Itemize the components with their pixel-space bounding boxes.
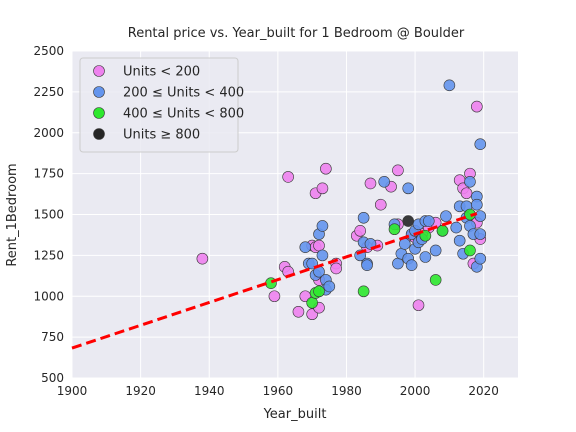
- data-point-series-1: [453, 234, 466, 247]
- data-point-series-1: [450, 221, 463, 234]
- data-point-series-0: [268, 290, 281, 303]
- data-point-series-0: [313, 239, 325, 252]
- data-point-series-1: [378, 176, 391, 188]
- tick-labels: 1900 1920 1940 1960 1980 2000 2020 500 750 1000 12…: [33, 44, 499, 398]
- data-point-series-0: [316, 182, 329, 195]
- legend-label: 400 ≤ Units < 800: [123, 107, 244, 122]
- data-point-series-2: [388, 223, 401, 236]
- legend-marker: [93, 65, 105, 77]
- data-point-series-0: [354, 225, 366, 237]
- x-axis-label: Year_built: [263, 407, 327, 422]
- data-point-series-0: [374, 198, 387, 211]
- x-tick-label: 1920: [125, 384, 156, 398]
- data-point-series-1: [464, 176, 476, 188]
- data-point-series-0: [460, 187, 473, 200]
- legend-box: [79, 57, 239, 153]
- data-point-series-1: [323, 280, 336, 293]
- data-point-series-1: [443, 79, 456, 92]
- data-point-series-0: [364, 177, 377, 190]
- x-tick-label: 1940: [194, 384, 225, 398]
- data-point-series-1: [392, 257, 404, 270]
- data-point-series-1: [474, 228, 487, 240]
- y-tick-label: 1250: [33, 248, 64, 262]
- data-point-series-1: [299, 241, 312, 253]
- legend-marker: [93, 86, 105, 98]
- legend-label: Units < 200: [123, 65, 200, 80]
- data-point-series-2: [464, 244, 476, 257]
- data-point-series-1: [440, 210, 452, 222]
- data-point-series-0: [330, 262, 342, 275]
- data-point-series-1: [357, 211, 370, 224]
- data-point-series-1: [419, 251, 432, 263]
- data-point-series-1: [316, 220, 329, 232]
- data-points: [196, 79, 487, 321]
- data-point-series-1: [474, 252, 487, 265]
- data-point-series-1: [429, 244, 442, 257]
- data-point-series-0: [471, 100, 483, 113]
- legend: Units < 200 200 ≤ Units < 400 400 ≤ Units …: [79, 57, 244, 153]
- data-point-series-1: [471, 198, 483, 211]
- y-tick-label: 1000: [33, 289, 64, 303]
- data-point-series-1: [402, 182, 415, 195]
- y-tick-label: 2250: [33, 85, 64, 99]
- legend-label: Units ≥ 800: [123, 128, 200, 143]
- y-tick-label: 500: [41, 371, 64, 385]
- data-point-series-2: [429, 274, 442, 286]
- y-tick-label: 2000: [33, 126, 64, 140]
- data-point-series-0: [196, 252, 209, 265]
- data-point-series-0: [392, 164, 404, 177]
- x-tick-label: 2020: [468, 384, 499, 398]
- data-point-series-0: [320, 162, 332, 175]
- legend-marker: [93, 128, 105, 140]
- data-point-series-2: [436, 225, 449, 237]
- data-point-series-3: [402, 215, 415, 227]
- legend-marker: [93, 107, 105, 119]
- data-point-series-0: [292, 305, 305, 318]
- legend-label: 200 ≤ Units < 400: [123, 86, 244, 101]
- x-tick-label: 2000: [400, 384, 431, 398]
- trend-line-group: [71, 212, 478, 350]
- data-point-series-0: [282, 171, 294, 183]
- x-tick-label: 1980: [331, 384, 362, 398]
- data-point-series-1: [474, 138, 487, 150]
- x-tick-label: 1900: [57, 384, 88, 398]
- data-point-series-2: [357, 285, 370, 298]
- data-point-series-2: [313, 285, 325, 298]
- y-tick-label: 1500: [33, 208, 64, 222]
- data-point-series-1: [405, 259, 418, 271]
- chart-title: Rental price vs. Year_built for 1 Bedroo…: [128, 26, 465, 41]
- y-axis-label: Rent_1Bedroom: [5, 163, 20, 266]
- data-point-series-1: [361, 259, 373, 271]
- y-tick-label: 750: [41, 330, 64, 344]
- y-tick-label: 2500: [33, 44, 64, 58]
- y-tick-label: 1750: [33, 167, 64, 181]
- trend-line: [71, 212, 478, 350]
- data-point-series-1: [316, 249, 329, 262]
- x-tick-label: 1960: [263, 384, 294, 398]
- data-point-series-2: [306, 296, 318, 309]
- data-point-series-0: [412, 299, 425, 312]
- data-point-series-1: [422, 215, 435, 227]
